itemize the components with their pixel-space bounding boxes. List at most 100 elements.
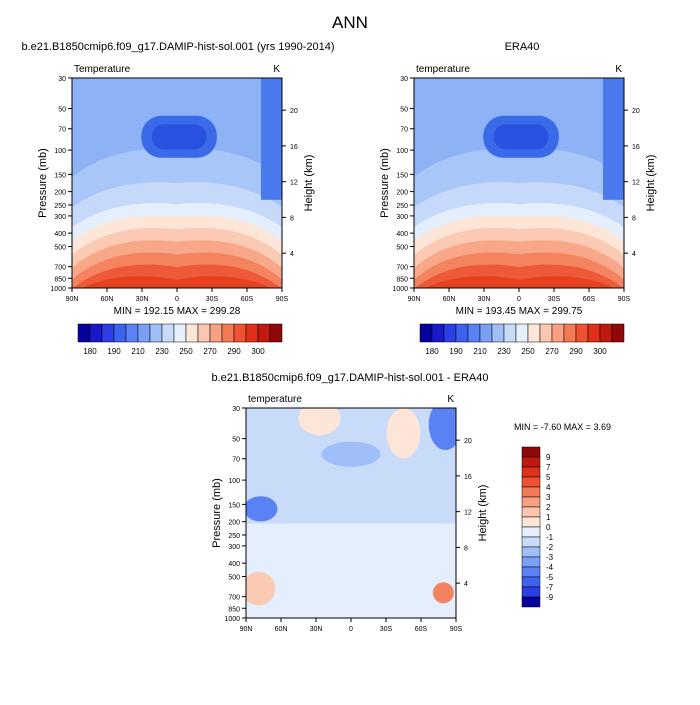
x-tick-label: 90S <box>450 626 463 633</box>
colorbar-swatch <box>563 323 577 343</box>
colorbar-swatch <box>185 323 199 343</box>
page-title: ANN <box>332 13 368 32</box>
x-tick-label: 60N <box>443 296 456 303</box>
obs-subtitle: temperature <box>416 64 470 75</box>
y-tick-label: 100 <box>396 148 408 155</box>
x-tick-label: 60S <box>583 296 596 303</box>
y-right-tick-label: 4 <box>290 251 294 258</box>
y-right-tick-label: 8 <box>464 545 468 552</box>
x-tick-label: 60S <box>241 296 254 303</box>
y-tick-label: 100 <box>228 478 240 485</box>
y-tick-label: 850 <box>54 276 66 283</box>
colorbar-swatch <box>431 323 445 343</box>
field-band <box>246 571 276 606</box>
colorbar-swatch <box>575 323 589 343</box>
y-tick-label: 50 <box>400 107 408 114</box>
y-right-tick-label: 20 <box>290 108 298 115</box>
y-tick-label: 150 <box>396 172 408 179</box>
y-tick-label: 850 <box>228 606 240 613</box>
colorbar-swatch <box>539 323 553 343</box>
y-tick-label: 250 <box>228 533 240 540</box>
colorbar-swatch <box>521 566 541 578</box>
colorbar-swatch <box>221 323 235 343</box>
colorbar-label: 7 <box>546 463 551 472</box>
colorbar-swatch <box>101 323 115 343</box>
colorbar-label: 2 <box>546 503 551 512</box>
x-tick-label: 30N <box>310 626 323 633</box>
y-tick-label: 200 <box>54 190 66 197</box>
obs-axes: ERA40 temperature K 90N 60N 30N 0 30S 60S 90S 30 50… <box>379 41 657 303</box>
y-right-tick-label: 4 <box>464 581 468 588</box>
colorbar-swatch <box>521 456 541 468</box>
y-axis-label: Pressure (mb) <box>379 148 391 218</box>
field-band <box>151 124 207 150</box>
colorbar-label: 180 <box>425 347 439 356</box>
y-tick-label: 50 <box>232 437 240 444</box>
y-tick-label: 700 <box>396 265 408 272</box>
colorbar-swatch <box>587 323 601 343</box>
colorbar-swatch <box>521 536 541 548</box>
x-tick-label: 90S <box>618 296 631 303</box>
y-tick-label: 70 <box>232 457 240 464</box>
y-tick-label: 30 <box>232 406 240 413</box>
field-band <box>603 78 624 200</box>
obs-stats: MIN = 193.45 MAX = 299.75 <box>456 306 583 317</box>
y-tick-label: 250 <box>396 203 408 210</box>
colorbar-swatch <box>269 323 283 343</box>
colorbar-label: -1 <box>546 533 554 542</box>
x-tick-label: 30N <box>478 296 491 303</box>
obs-title: ERA40 <box>505 41 540 53</box>
y-tick-label: 700 <box>54 265 66 272</box>
colorbar-swatch <box>257 323 271 343</box>
colorbar-swatch <box>161 323 175 343</box>
colorbar-label: 5 <box>546 473 551 482</box>
diff-units: K <box>447 394 454 405</box>
colorbar-swatch <box>521 596 541 608</box>
y-tick-label: 400 <box>228 561 240 568</box>
y-tick-label: 200 <box>396 190 408 197</box>
colorbar-label: 250 <box>521 347 535 356</box>
colorbar-label: 4 <box>546 483 551 492</box>
x-tick-label: 30S <box>380 626 393 633</box>
diff-title: b.e21.B1850cmip6.f09_g17.DAMIP-hist-sol.… <box>212 372 489 384</box>
colorbar-swatch <box>479 323 493 343</box>
colorbar-label: -3 <box>546 553 554 562</box>
y-tick-label: 150 <box>54 172 66 179</box>
y-right-tick-label: 16 <box>464 474 472 481</box>
y-right-tick-label: 8 <box>290 215 294 222</box>
colorbar-label: 190 <box>449 347 463 356</box>
y-tick-label: 300 <box>228 544 240 551</box>
model-units: K <box>273 64 280 75</box>
colorbar-swatch <box>551 323 565 343</box>
y-tick-label: 30 <box>400 76 408 83</box>
field-band <box>298 408 341 436</box>
x-tick-label: 0 <box>175 296 179 303</box>
colorbar-swatch <box>467 323 481 343</box>
y-tick-label: 300 <box>54 214 66 221</box>
colorbar-label: 3 <box>546 493 551 502</box>
colorbar-label: 9 <box>546 453 551 462</box>
obs-colorbar: 180 190 210 230 250 270 290 300 <box>419 323 625 356</box>
colorbar-swatch <box>419 323 433 343</box>
colorbar-swatch <box>521 576 541 588</box>
field-band <box>493 124 549 150</box>
x-tick-label: 60S <box>415 626 428 633</box>
colorbar-label: -2 <box>546 543 554 552</box>
y-right-tick-label: 16 <box>632 144 640 151</box>
colorbar-swatch <box>233 323 247 343</box>
x-tick-label: 0 <box>517 296 521 303</box>
colorbar-swatch <box>521 476 541 488</box>
colorbar-swatch <box>521 486 541 498</box>
field-band <box>386 408 421 459</box>
colorbar-label: -7 <box>546 583 554 592</box>
y-right-tick-label: 12 <box>290 180 298 187</box>
x-tick-label: 90N <box>66 296 79 303</box>
y-tick-label: 100 <box>54 148 66 155</box>
y-axis-label: Pressure (mb) <box>211 478 223 548</box>
colorbar-label: -9 <box>546 593 554 602</box>
colorbar-swatch <box>515 323 529 343</box>
model-field <box>72 78 282 288</box>
colorbar-label: 270 <box>203 347 217 356</box>
y-right-tick-label: 20 <box>464 438 472 445</box>
